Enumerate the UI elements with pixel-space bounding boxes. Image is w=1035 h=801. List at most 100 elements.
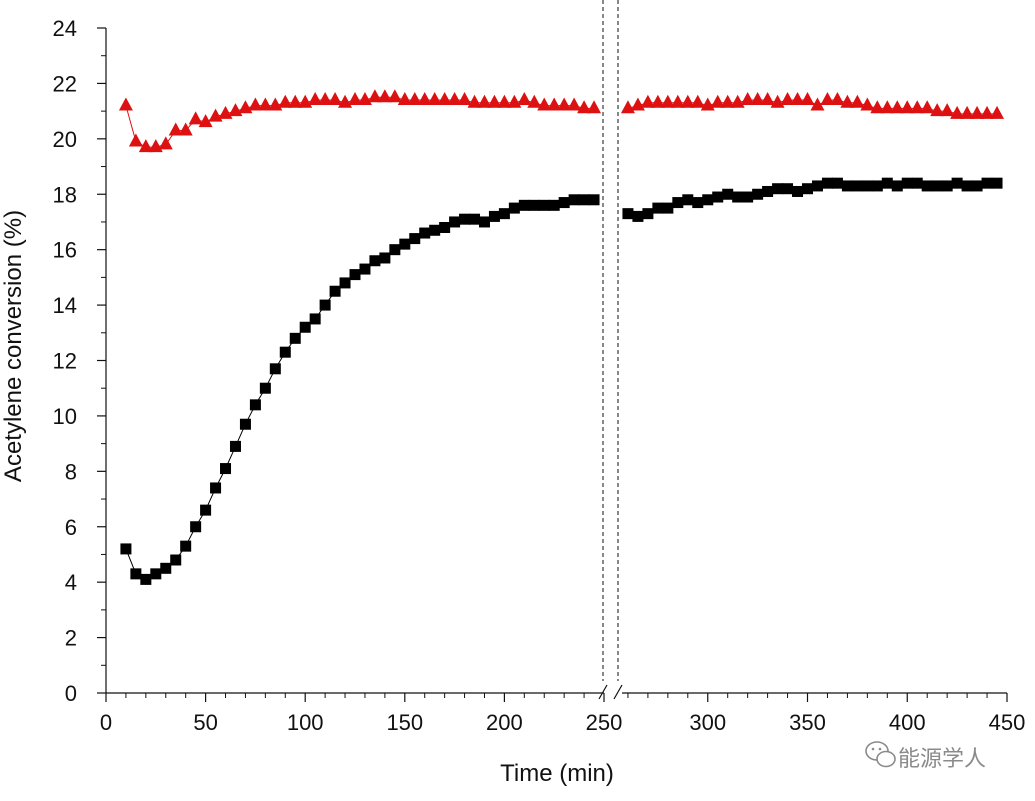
data-point-triangle <box>980 105 995 119</box>
data-point-square <box>309 313 321 325</box>
x-tick-label: 100 <box>287 710 324 735</box>
data-point-triangle <box>680 94 695 108</box>
data-point-square <box>642 208 654 220</box>
y-tick-label: 18 <box>53 182 77 207</box>
data-point-triangle <box>970 105 985 119</box>
x-tick-label: 150 <box>386 710 423 735</box>
data-point-triangle <box>870 100 885 114</box>
y-tick-label: 2 <box>65 626 77 651</box>
data-point-square <box>652 202 664 214</box>
data-point-triangle <box>820 91 835 105</box>
data-point-square <box>469 213 481 225</box>
y-tick-label: 20 <box>53 127 77 152</box>
data-point-square <box>429 224 441 236</box>
data-point-square <box>130 568 142 580</box>
data-point-square <box>239 418 251 430</box>
axis-break-slash <box>613 684 623 700</box>
data-point-triangle <box>457 91 472 105</box>
data-point-square <box>632 210 644 222</box>
data-point-triangle <box>960 105 975 119</box>
data-point-triangle <box>348 91 362 105</box>
data-point-triangle <box>198 114 213 128</box>
data-point-square <box>140 573 152 585</box>
data-point-square <box>622 208 634 220</box>
data-point-triangle <box>158 136 173 150</box>
data-point-triangle <box>880 100 895 114</box>
x-tick-label: 450 <box>989 710 1026 735</box>
data-point-triangle <box>640 94 655 108</box>
y-tick-label: 16 <box>53 238 77 263</box>
watermark-text: 能源学人 <box>898 746 986 771</box>
data-point-square <box>190 521 202 533</box>
data-point-triangle <box>477 94 492 108</box>
data-point-square <box>861 180 873 192</box>
data-point-triangle <box>128 133 143 147</box>
data-point-triangle <box>527 94 542 108</box>
y-axis-title: Acetylene conversion (%) <box>0 210 27 482</box>
data-point-square <box>369 255 381 267</box>
data-point-square <box>359 263 371 275</box>
data-point-triangle <box>318 91 333 105</box>
data-point-square <box>722 188 734 200</box>
data-point-triangle <box>660 94 675 108</box>
data-point-square <box>702 194 714 206</box>
axis-break-slash <box>598 684 608 700</box>
data-point-square <box>538 199 550 211</box>
data-point-square <box>379 252 391 264</box>
x-tick-label: 50 <box>193 710 217 735</box>
x-tick-label: 0 <box>100 710 112 735</box>
data-point-square <box>160 562 172 574</box>
y-tick-label: 12 <box>53 349 77 374</box>
data-point-square <box>971 180 983 192</box>
data-point-square <box>811 180 823 192</box>
watermark: 能源学人 <box>865 741 986 771</box>
data-point-square <box>548 199 560 211</box>
data-point-triangle <box>407 91 422 105</box>
data-point-triangle <box>740 91 755 105</box>
data-point-square <box>981 177 993 189</box>
data-point-square <box>782 183 794 195</box>
data-point-square <box>821 177 833 189</box>
data-point-square <box>851 180 863 192</box>
data-point-triangle <box>780 91 795 105</box>
data-point-triangle <box>138 139 153 153</box>
data-point-square <box>752 188 764 200</box>
data-point-square <box>891 180 903 192</box>
data-point-square <box>488 210 500 222</box>
data-point-triangle <box>720 94 735 108</box>
data-point-square <box>389 244 401 256</box>
y-tick-label: 6 <box>65 515 77 540</box>
data-point-square <box>449 216 461 228</box>
data-point-triangle <box>467 94 482 108</box>
data-point-triangle <box>587 100 602 114</box>
data-point-square <box>792 185 804 197</box>
data-point-square <box>329 285 341 297</box>
data-point-triangle <box>427 91 442 105</box>
data-point-triangle <box>188 111 203 125</box>
data-point-triangle <box>710 94 725 108</box>
data-point-square <box>802 183 813 195</box>
x-tick-label: 400 <box>889 710 926 735</box>
data-point-square <box>220 463 232 475</box>
data-point-square <box>568 194 580 206</box>
data-point-square <box>662 202 674 214</box>
data-point-triangle <box>900 100 915 114</box>
data-point-triangle <box>387 89 402 103</box>
data-point-triangle <box>437 91 452 105</box>
data-point-triangle <box>690 94 705 108</box>
data-point-triangle <box>950 105 965 119</box>
data-point-square <box>259 382 271 394</box>
data-point-square <box>498 208 510 220</box>
series-squares <box>120 177 1003 585</box>
data-point-square <box>712 191 724 203</box>
data-point-triangle <box>990 105 1005 119</box>
data-point-square <box>911 177 923 189</box>
data-point-triangle <box>670 94 685 108</box>
data-point-square <box>289 332 301 344</box>
data-point-square <box>269 363 281 375</box>
data-point-square <box>941 180 953 192</box>
data-point-square <box>299 321 311 333</box>
data-point-square <box>732 191 744 203</box>
data-point-square <box>170 554 182 566</box>
data-point-square <box>961 180 973 192</box>
